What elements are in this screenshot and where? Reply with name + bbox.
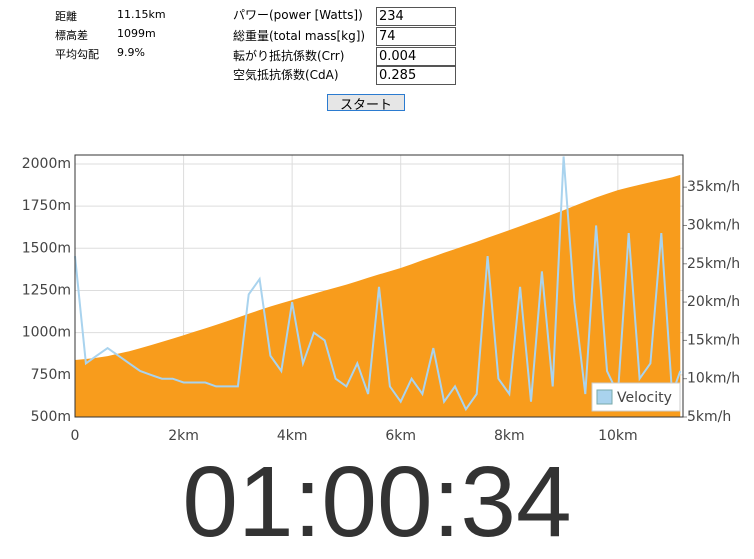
y2-tick-label: 20km/h xyxy=(687,294,740,310)
x-tick-label: 0 xyxy=(71,428,80,440)
info-label: 標高差 xyxy=(55,29,88,42)
text-input[interactable]: 234 xyxy=(376,7,456,26)
y2-tick-label: 25km/h xyxy=(687,256,740,272)
chart: 0 2km 4km 6km 8km 10km 500m 750m 1000m 1250m 1500m… xyxy=(22,154,740,440)
y-tick-label: 1500m xyxy=(22,240,71,256)
x-tick-label: 4km xyxy=(277,428,308,440)
y-tick-label: 1750m xyxy=(22,198,71,214)
legend-label: Velocity xyxy=(617,390,672,406)
y-tick-label: 500m xyxy=(31,409,71,425)
y-tick-label: 1000m xyxy=(22,325,71,341)
y2-tick-label: 5km/h xyxy=(687,409,731,425)
info-label: 距離 xyxy=(55,10,77,23)
y2-tick-label: 35km/h xyxy=(687,179,740,195)
start-button[interactable]: スタート xyxy=(327,94,405,111)
field-label: パワー(power [Watts]) xyxy=(233,8,363,22)
info-label: 平均勾配 xyxy=(55,48,99,61)
x-tick-label: 2km xyxy=(168,428,199,440)
line xyxy=(74,156,682,412)
field-label: 空気抵抗係数(CdA) xyxy=(233,68,339,82)
text-input[interactable]: 0.285 xyxy=(376,66,456,85)
info-value: 11.15km xyxy=(117,8,166,21)
x-tick-label: 6km xyxy=(385,428,416,440)
plot-border xyxy=(74,154,684,418)
timer: 01:00:34 xyxy=(182,446,572,558)
text-input[interactable]: 0.004 xyxy=(376,47,456,66)
y-tick-label: 1250m xyxy=(22,282,71,298)
x-tick-label: 8km xyxy=(494,428,525,440)
y-tick-label: 2000m xyxy=(22,156,71,172)
y2-tick-label: 30km/h xyxy=(687,217,740,233)
y-tick-label: 750m xyxy=(31,367,71,383)
y2-tick-label: 10km/h xyxy=(687,371,740,387)
info-value: 9.9% xyxy=(117,46,145,59)
x-tick-label: 10km xyxy=(598,428,638,440)
y2-tick-label: 15km/h xyxy=(687,332,740,348)
info-value: 1099m xyxy=(117,27,156,40)
field-label: 総重量(total mass[kg]) xyxy=(233,29,366,43)
legend-swatch xyxy=(596,389,613,405)
field-label: 転がり抵抗係数(Crr) xyxy=(233,49,345,63)
text-input[interactable]: 74 xyxy=(376,27,456,46)
